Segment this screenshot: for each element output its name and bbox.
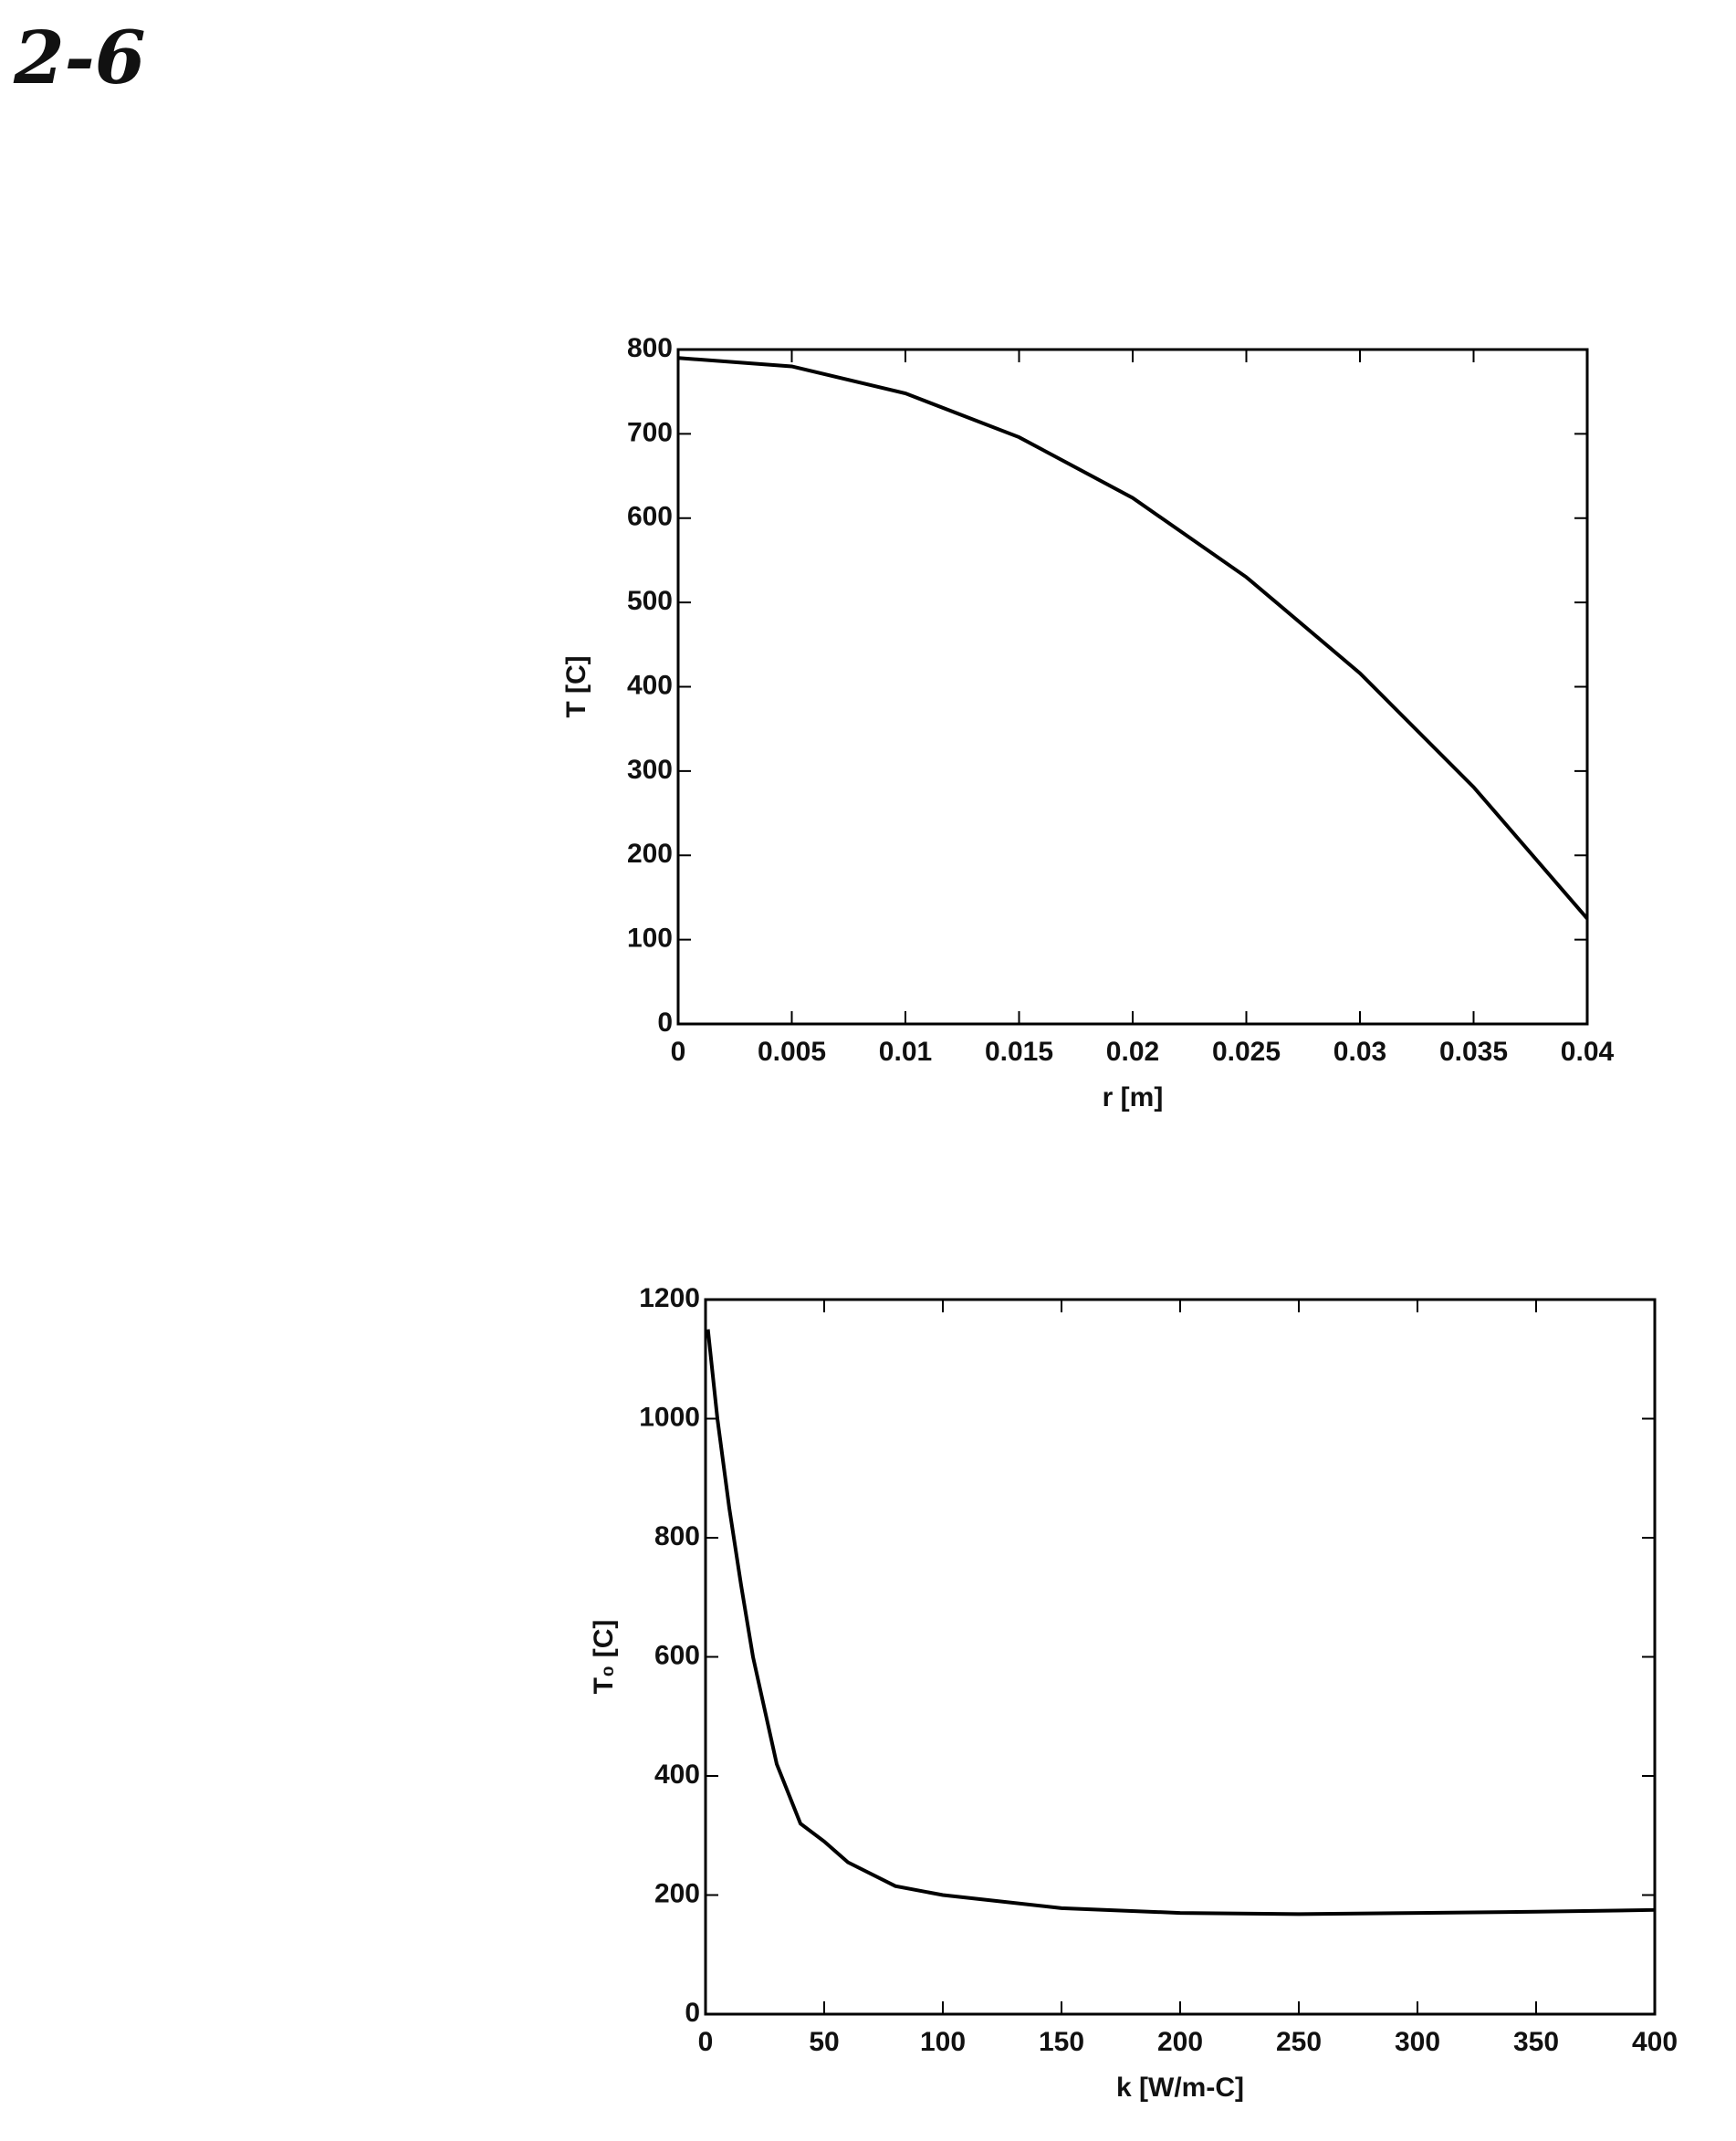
y-tick-label: 400 bbox=[627, 670, 673, 700]
x-tick-label: 0.035 bbox=[1439, 1037, 1508, 1067]
x-axis-title: k [W/m-C] bbox=[1116, 2073, 1244, 2103]
plot-frame bbox=[704, 1298, 1657, 2016]
x-tick-label: 0 bbox=[671, 1037, 686, 1067]
x-axis-title: r [m] bbox=[1103, 1082, 1164, 1112]
y-tick-label: 1200 bbox=[639, 1283, 700, 1313]
y-tick-label: 0 bbox=[657, 1008, 673, 1038]
y-tick-label: 600 bbox=[654, 1640, 700, 1670]
x-tick-label: 0.04 bbox=[1561, 1037, 1615, 1067]
y-axis-title: T₀ [C] bbox=[589, 1620, 619, 1695]
y-axis-title: T [C] bbox=[561, 655, 591, 717]
y-tick-label: 200 bbox=[627, 839, 673, 869]
y-tick-label: 800 bbox=[627, 333, 673, 363]
y-tick-label: 500 bbox=[627, 586, 673, 616]
x-tick-label: 150 bbox=[1039, 2027, 1084, 2057]
x-tick-label: 0.02 bbox=[1106, 1037, 1159, 1067]
x-tick-label: 200 bbox=[1157, 2027, 1203, 2057]
plot-frame bbox=[676, 348, 1589, 1026]
y-tick-label: 200 bbox=[654, 1878, 700, 1908]
y-tick-label: 700 bbox=[627, 417, 673, 447]
x-tick-label: 0.03 bbox=[1333, 1037, 1386, 1067]
data-line bbox=[706, 1329, 1656, 1916]
x-tick-label: 300 bbox=[1395, 2027, 1440, 2057]
x-tick-label: 0.025 bbox=[1212, 1037, 1281, 1067]
x-tick-label: 0.005 bbox=[758, 1037, 826, 1067]
y-tick-label: 300 bbox=[627, 755, 673, 785]
x-tick-label: 0.015 bbox=[985, 1037, 1053, 1067]
data-line bbox=[677, 356, 1589, 920]
page-label: 2-6 bbox=[13, 15, 146, 100]
x-tick-label: 0.01 bbox=[879, 1037, 932, 1067]
x-tick-label: 0 bbox=[698, 2027, 714, 2057]
x-tick-label: 250 bbox=[1276, 2027, 1322, 2057]
y-tick-label: 800 bbox=[654, 1521, 700, 1551]
x-tick-label: 100 bbox=[920, 2027, 966, 2057]
y-tick-label: 100 bbox=[627, 924, 673, 954]
x-tick-label: 50 bbox=[809, 2027, 839, 2057]
y-tick-label: 0 bbox=[685, 1998, 700, 2028]
x-tick-label: 350 bbox=[1513, 2027, 1559, 2057]
y-tick-label: 600 bbox=[627, 502, 673, 532]
x-tick-label: 400 bbox=[1632, 2027, 1678, 2057]
y-tick-label: 1000 bbox=[639, 1402, 700, 1432]
y-tick-label: 400 bbox=[654, 1760, 700, 1790]
